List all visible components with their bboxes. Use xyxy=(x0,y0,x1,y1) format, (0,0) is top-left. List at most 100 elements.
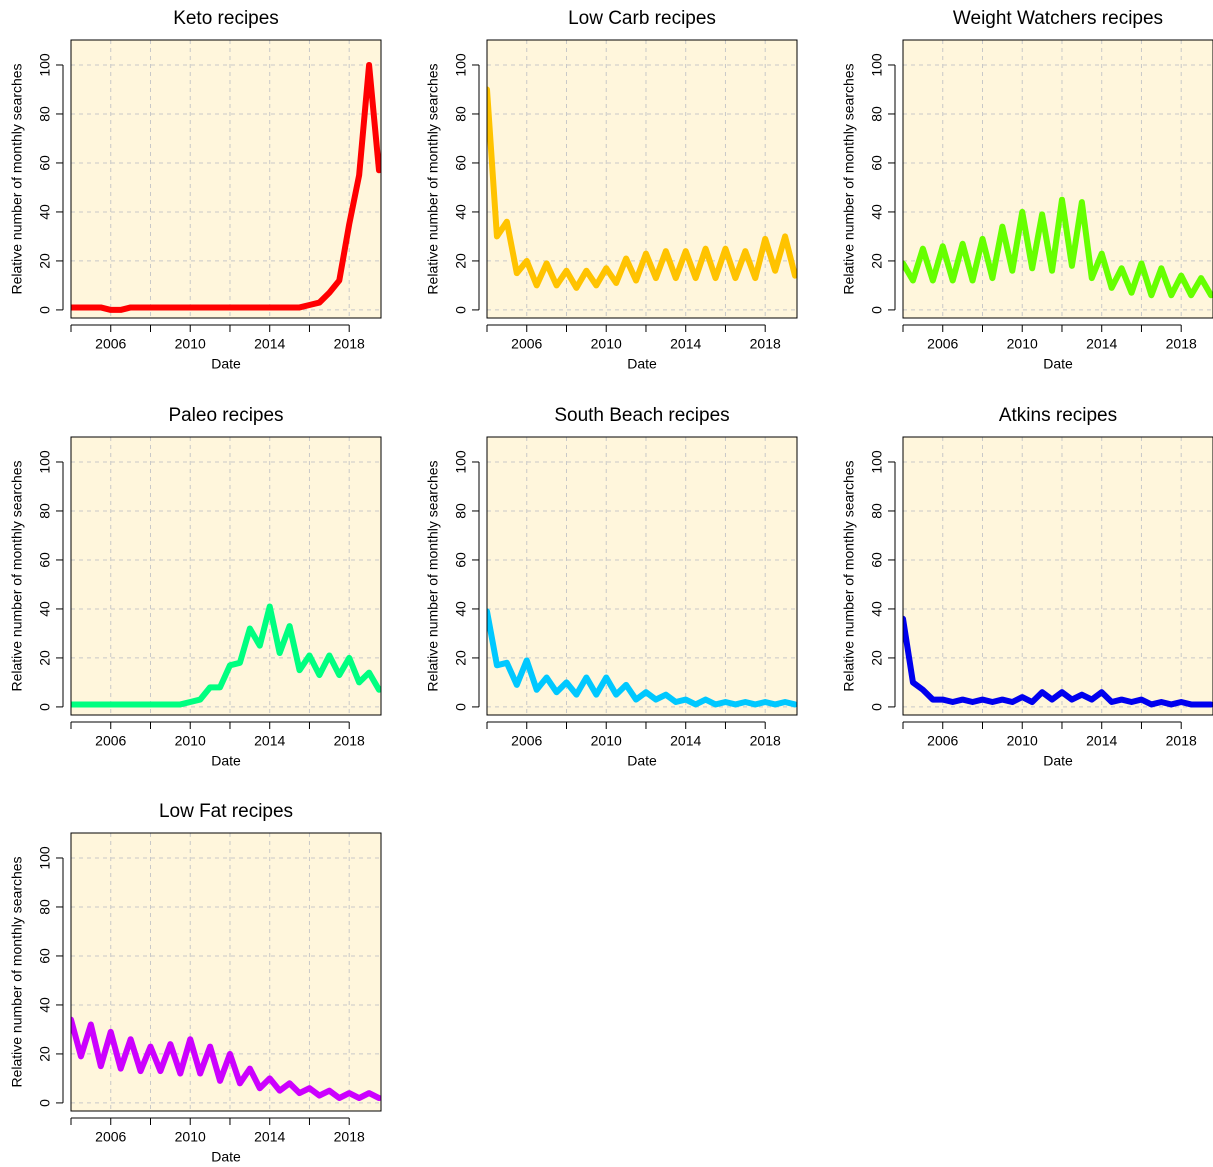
y-tick-label: 20 xyxy=(453,253,469,269)
x-tick-label: 2006 xyxy=(927,336,958,352)
chart-title: Low Carb recipes xyxy=(568,8,716,29)
y-tick-label: 0 xyxy=(37,1099,53,1107)
plot-frame xyxy=(486,39,798,319)
plot-background xyxy=(903,437,1213,715)
x-tick-label: 2006 xyxy=(95,1129,126,1145)
x-tick-label: 2010 xyxy=(175,733,206,749)
y-axis-label: Relative number of monthly searches xyxy=(9,856,25,1087)
x-tick-label: 2010 xyxy=(591,733,622,749)
x-tick-label: 2006 xyxy=(511,733,542,749)
x-tick-label: 2014 xyxy=(1086,733,1117,749)
x-tick-label: 2006 xyxy=(95,336,126,352)
y-tick-label: 0 xyxy=(453,703,469,711)
x-tick-label: 2014 xyxy=(670,733,701,749)
y-tick-label: 100 xyxy=(37,846,53,870)
panel: 0 20 40 60 80 100 2006 2010 2014 2018 Low Fat reci… xyxy=(9,801,382,1165)
x-tick-label: 2014 xyxy=(254,1129,285,1145)
y-tick-label: 80 xyxy=(37,899,53,915)
data-line xyxy=(903,196,1213,299)
y-tick-label: 80 xyxy=(37,503,53,519)
y-tick-label: 80 xyxy=(453,106,469,122)
y-tick-label: 80 xyxy=(453,503,469,519)
y-tick-label: 60 xyxy=(453,155,469,171)
y-tick-label: 20 xyxy=(37,253,53,269)
y-tick-label: 60 xyxy=(37,155,53,171)
x-tick-label: 2014 xyxy=(1086,336,1117,352)
y-tick-label: 40 xyxy=(869,601,885,617)
y-axis-label: Relative number of monthly searches xyxy=(9,460,25,691)
y-tick-label: 100 xyxy=(453,53,469,77)
y-tick-label: 40 xyxy=(453,601,469,617)
y-tick-label: 20 xyxy=(453,650,469,666)
y-tick-label: 40 xyxy=(869,204,885,220)
y-tick-label: 0 xyxy=(453,306,469,314)
x-tick-label: 2010 xyxy=(175,1129,206,1145)
chart-title: Weight Watchers recipes xyxy=(953,8,1163,29)
y-tick-label: 0 xyxy=(37,703,53,711)
data-line xyxy=(487,608,797,708)
y-tick-label: 100 xyxy=(37,53,53,77)
y-tick-label: 60 xyxy=(869,155,885,171)
x-tick-label: 2018 xyxy=(334,336,365,352)
plot-frame xyxy=(70,39,382,319)
y-tick-label: 80 xyxy=(869,106,885,122)
y-tick-label: 0 xyxy=(869,306,885,314)
plot-frame xyxy=(902,436,1213,716)
y-tick-label: 40 xyxy=(453,204,469,220)
data-line xyxy=(903,615,1213,708)
x-axis-label: Date xyxy=(627,356,657,372)
y-tick-label: 20 xyxy=(869,650,885,666)
chart-title: South Beach recipes xyxy=(554,405,729,426)
y-axis-label: Relative number of monthly searches xyxy=(841,460,857,691)
data-line xyxy=(71,61,381,313)
x-tick-label: 2010 xyxy=(591,336,622,352)
y-tick-label: 100 xyxy=(869,53,885,77)
panel: 0 20 40 60 80 100 2006 2010 2014 2018 Weight Watch… xyxy=(841,8,1213,372)
chart-title: Low Fat recipes xyxy=(159,801,293,822)
panel: 0 20 40 60 80 100 2006 2010 2014 2018 Keto recipes… xyxy=(9,8,382,372)
x-tick-label: 2018 xyxy=(1166,733,1197,749)
x-tick-label: 2018 xyxy=(1166,336,1197,352)
x-axis-label: Date xyxy=(211,356,241,372)
y-tick-label: 40 xyxy=(37,997,53,1013)
panel: 0 20 40 60 80 100 2006 2010 2014 2018 South Beach … xyxy=(425,405,798,769)
plot-background xyxy=(71,40,381,318)
x-axis-label: Date xyxy=(1043,753,1073,769)
panel: 0 20 40 60 80 100 2006 2010 2014 2018 Paleo recipe… xyxy=(9,405,382,769)
chart-title: Keto recipes xyxy=(173,8,279,29)
y-tick-label: 0 xyxy=(37,306,53,314)
x-tick-label: 2010 xyxy=(175,336,206,352)
chart-title: Paleo recipes xyxy=(168,405,283,426)
y-tick-label: 100 xyxy=(453,450,469,474)
y-tick-label: 80 xyxy=(869,503,885,519)
x-tick-label: 2006 xyxy=(927,733,958,749)
x-tick-label: 2018 xyxy=(750,336,781,352)
x-tick-label: 2014 xyxy=(254,336,285,352)
plot-frame xyxy=(70,832,382,1112)
x-tick-label: 2014 xyxy=(254,733,285,749)
y-axis-label: Relative number of monthly searches xyxy=(425,63,441,294)
y-tick-label: 100 xyxy=(869,450,885,474)
x-tick-label: 2014 xyxy=(670,336,701,352)
y-tick-label: 60 xyxy=(37,948,53,964)
y-tick-label: 0 xyxy=(869,703,885,711)
x-axis-label: Date xyxy=(211,753,241,769)
x-tick-label: 2006 xyxy=(511,336,542,352)
x-tick-label: 2018 xyxy=(750,733,781,749)
x-axis-label: Date xyxy=(211,1149,241,1165)
y-tick-label: 100 xyxy=(37,450,53,474)
panel: 0 20 40 60 80 100 2006 2010 2014 2018 Low Carb rec… xyxy=(425,8,798,372)
y-tick-label: 40 xyxy=(37,204,53,220)
x-tick-label: 2006 xyxy=(95,733,126,749)
data-line xyxy=(487,86,797,291)
y-tick-label: 20 xyxy=(869,253,885,269)
plot-background xyxy=(487,437,797,715)
y-axis-label: Relative number of monthly searches xyxy=(425,460,441,691)
data-line xyxy=(71,603,381,708)
plot-frame xyxy=(902,39,1213,319)
x-axis-label: Date xyxy=(1043,356,1073,372)
data-line xyxy=(71,1016,381,1102)
y-tick-label: 60 xyxy=(37,552,53,568)
